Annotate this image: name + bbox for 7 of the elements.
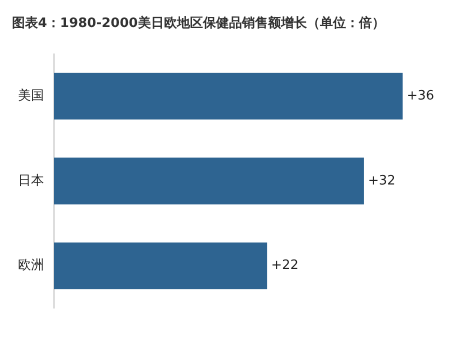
y-tick-label: 美国	[18, 88, 44, 104]
data-label: +36	[406, 88, 434, 104]
y-tick-label: 欧洲	[18, 258, 44, 274]
data-label: +22	[271, 258, 299, 274]
y-tick-label: 日本	[18, 173, 44, 188]
data-label: +32	[368, 173, 396, 188]
chart-title: 图表4：1980-2000美日欧地区保健品销售额增长（单位：倍）	[11, 14, 386, 33]
